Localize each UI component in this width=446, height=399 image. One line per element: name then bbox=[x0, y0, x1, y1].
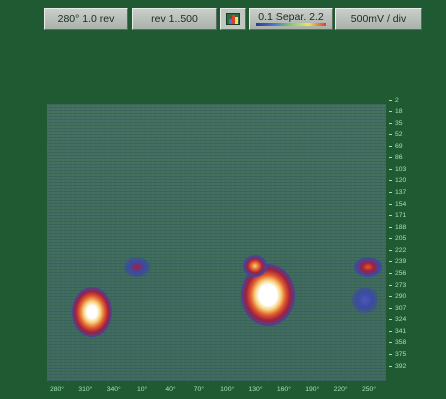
y-tick-label: 120 bbox=[389, 176, 406, 186]
x-tick-label: 220° bbox=[333, 386, 348, 393]
y-tick-label: 2 bbox=[389, 95, 399, 105]
y-tick-label: 375 bbox=[389, 349, 406, 359]
x-tick-label: 340° bbox=[106, 386, 121, 393]
y-tick-label: 256 bbox=[389, 268, 406, 278]
discharge-cluster-3 bbox=[243, 255, 267, 277]
y-axis: 2 18 35 52 69 86 103 120 137 154 171 188 205 222 239 25… bbox=[389, 96, 429, 386]
discharge-cluster-6 bbox=[352, 287, 378, 313]
discharge-cluster-4 bbox=[124, 257, 150, 277]
y-tick-label: 307 bbox=[389, 303, 406, 313]
y-tick-label: 273 bbox=[389, 280, 406, 290]
y-tick-label: 35 bbox=[389, 118, 403, 128]
x-tick-label: 100° bbox=[220, 386, 235, 393]
y-tick-label: 222 bbox=[389, 245, 406, 255]
x-tick-label: 190° bbox=[305, 386, 320, 393]
y-tick-label: 86 bbox=[389, 153, 403, 163]
y-tick-label: 103 bbox=[389, 164, 406, 174]
y-tick-label: 341 bbox=[389, 326, 406, 336]
amplitude-scale-button[interactable]: 500mV / div bbox=[335, 8, 422, 30]
y-tick-label: 324 bbox=[389, 315, 406, 325]
palette-button[interactable] bbox=[220, 8, 246, 30]
revolution-range-label: rev 1..500 bbox=[151, 13, 198, 25]
separation-color-scale bbox=[256, 23, 326, 27]
x-tick-label: 70° bbox=[193, 386, 204, 393]
y-tick-label: 18 bbox=[389, 107, 403, 117]
pd-pattern-plot[interactable] bbox=[47, 104, 386, 381]
x-tick-label: 130° bbox=[248, 386, 263, 393]
y-tick-label: 205 bbox=[389, 234, 406, 244]
phase-range-button[interactable]: 280° 1.0 rev bbox=[44, 8, 128, 30]
x-tick-label: 310° bbox=[78, 386, 93, 393]
y-tick-label: 358 bbox=[389, 338, 406, 348]
y-tick-label: 290 bbox=[389, 292, 406, 302]
separation-button[interactable]: 0.1 Separ. 2.2 bbox=[249, 8, 333, 30]
x-axis: 280° 310° 340° 10° 40° 70° 100° 130° 160° 190° 220… bbox=[47, 386, 386, 398]
y-tick-label: 392 bbox=[389, 361, 406, 371]
y-tick-label: 154 bbox=[389, 199, 406, 209]
y-tick-label: 137 bbox=[389, 188, 406, 198]
x-tick-label: 40° bbox=[165, 386, 176, 393]
revolution-range-button[interactable]: rev 1..500 bbox=[132, 8, 217, 30]
y-tick-label: 188 bbox=[389, 222, 406, 232]
x-tick-label: 10° bbox=[136, 386, 148, 393]
discharge-cluster-1 bbox=[72, 287, 112, 337]
y-tick-label: 69 bbox=[389, 141, 403, 151]
x-tick-label: 160° bbox=[276, 386, 291, 393]
x-tick-label: 280° bbox=[49, 386, 65, 393]
x-tick-label: 250° bbox=[361, 386, 377, 393]
y-tick-label: 52 bbox=[389, 130, 403, 140]
y-tick-label: 171 bbox=[389, 211, 406, 221]
phase-range-label: 280° 1.0 rev bbox=[57, 13, 115, 25]
palette-icon bbox=[226, 13, 240, 25]
separation-label: 0.1 Separ. 2.2 bbox=[258, 10, 324, 23]
amplitude-scale-label: 500mV / div bbox=[350, 13, 407, 25]
toolbar: 280° 1.0 rev rev 1..500 0.1 Separ. 2.2 5… bbox=[0, 0, 446, 34]
discharge-cluster-5 bbox=[354, 257, 382, 277]
y-tick-label: 239 bbox=[389, 257, 406, 267]
